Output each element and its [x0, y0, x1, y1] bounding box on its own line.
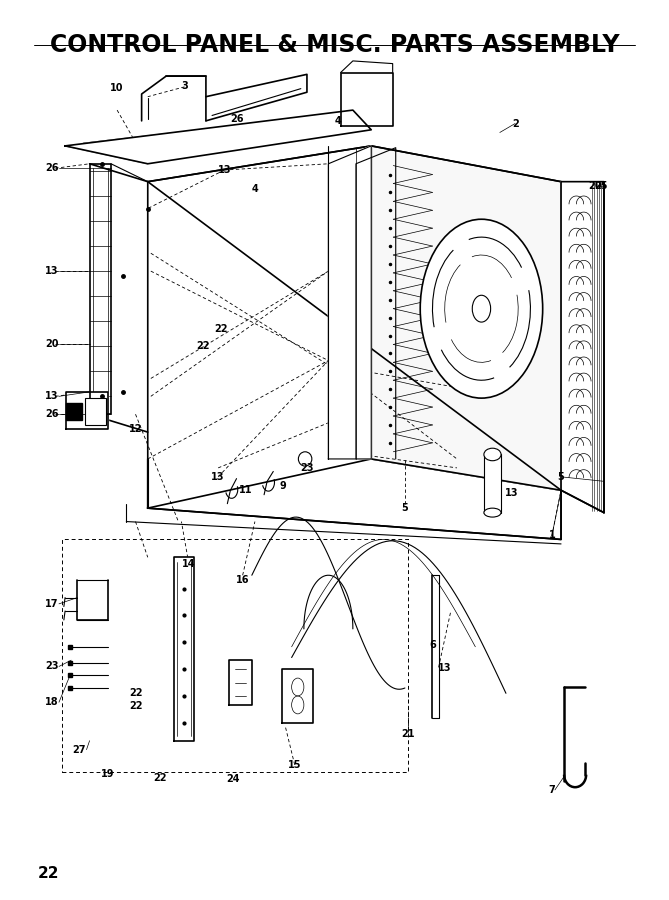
- Text: 13: 13: [211, 472, 225, 482]
- Text: 1: 1: [549, 530, 555, 540]
- Text: 13: 13: [45, 392, 58, 401]
- Polygon shape: [229, 661, 252, 705]
- Polygon shape: [282, 669, 313, 723]
- Text: 17: 17: [45, 598, 58, 608]
- Text: 21: 21: [401, 729, 415, 740]
- Text: 26: 26: [229, 114, 244, 124]
- Text: 4: 4: [252, 184, 258, 194]
- Text: CONTROL PANEL & MISC. PARTS ASSEMBLY: CONTROL PANEL & MISC. PARTS ASSEMBLY: [50, 33, 619, 58]
- Text: 23: 23: [300, 463, 314, 473]
- Text: 22: 22: [128, 701, 142, 711]
- Text: 15: 15: [288, 760, 302, 770]
- Text: 18: 18: [45, 698, 58, 707]
- Text: 10: 10: [110, 83, 124, 93]
- Polygon shape: [174, 557, 193, 741]
- Text: 20: 20: [588, 181, 601, 191]
- Circle shape: [472, 295, 490, 322]
- Text: 22: 22: [37, 866, 59, 881]
- Text: 23: 23: [45, 662, 58, 671]
- Text: 14: 14: [182, 559, 195, 569]
- Text: 19: 19: [101, 769, 114, 778]
- Bar: [484, 454, 501, 513]
- Polygon shape: [148, 459, 561, 539]
- Polygon shape: [65, 110, 371, 164]
- Polygon shape: [561, 182, 604, 513]
- Polygon shape: [341, 73, 393, 126]
- Text: 13: 13: [217, 165, 231, 175]
- Polygon shape: [148, 146, 561, 490]
- Bar: [85, 398, 106, 425]
- Text: 13: 13: [505, 488, 519, 498]
- Text: 4: 4: [334, 116, 341, 126]
- Text: 22: 22: [128, 688, 142, 698]
- Text: 6: 6: [429, 640, 436, 650]
- Text: 20: 20: [45, 339, 58, 349]
- Text: 9: 9: [279, 481, 286, 491]
- Text: 11: 11: [239, 485, 252, 495]
- Polygon shape: [328, 146, 371, 459]
- Text: 12: 12: [128, 424, 142, 434]
- Text: 26: 26: [45, 163, 58, 174]
- Ellipse shape: [484, 448, 501, 461]
- Text: 26: 26: [45, 410, 58, 419]
- Polygon shape: [371, 146, 561, 490]
- Text: 2: 2: [512, 119, 518, 129]
- Polygon shape: [432, 289, 463, 361]
- Text: 16: 16: [236, 575, 250, 585]
- Text: 22: 22: [215, 324, 228, 334]
- Text: 27: 27: [72, 744, 86, 754]
- Text: 25: 25: [594, 181, 607, 191]
- Polygon shape: [90, 164, 111, 414]
- Circle shape: [420, 220, 543, 398]
- Text: 22: 22: [153, 773, 167, 783]
- Text: 24: 24: [227, 774, 240, 784]
- Text: 22: 22: [196, 341, 209, 351]
- Bar: [66, 403, 82, 419]
- Polygon shape: [148, 146, 371, 508]
- Polygon shape: [66, 392, 108, 428]
- Text: 13: 13: [438, 663, 452, 673]
- Text: 5: 5: [558, 472, 565, 482]
- Text: 3: 3: [181, 81, 188, 91]
- Ellipse shape: [298, 452, 312, 466]
- Text: 7: 7: [549, 785, 555, 795]
- Text: 13: 13: [45, 266, 58, 276]
- Text: 5: 5: [401, 503, 408, 513]
- Ellipse shape: [484, 508, 501, 518]
